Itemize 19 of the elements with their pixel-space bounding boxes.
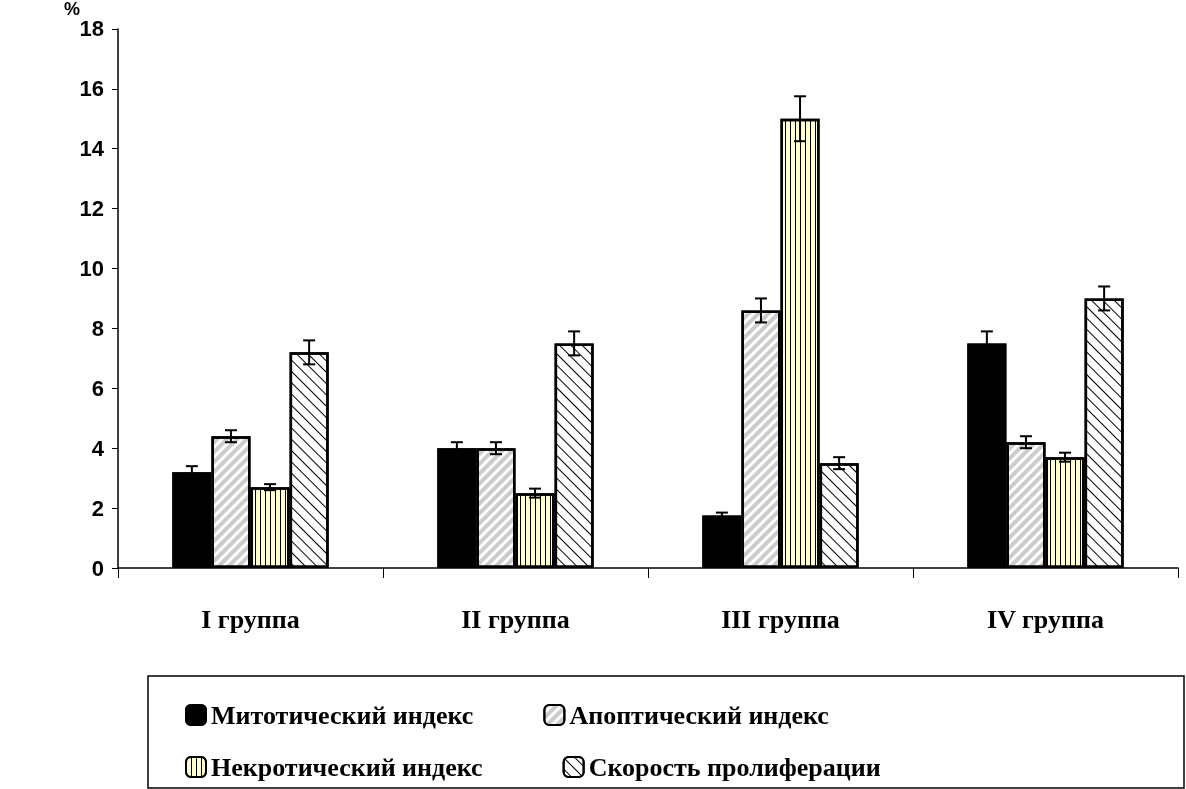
y-tick-label: 4 bbox=[91, 435, 105, 461]
y-tick-label: 2 bbox=[91, 495, 104, 521]
legend-label: Апоптический индекс bbox=[569, 700, 829, 730]
legend-label: Скорость пролиферации bbox=[588, 752, 881, 782]
y-tick-label: 18 bbox=[79, 16, 104, 42]
legend-label: Некротический индекс bbox=[211, 752, 483, 782]
y-tick-label: 0 bbox=[91, 555, 104, 581]
x-tick-label: I группа bbox=[201, 604, 300, 634]
y-tick-label: 14 bbox=[79, 136, 105, 162]
y-tick-label: 8 bbox=[91, 315, 104, 341]
legend-label: Митотический индекс bbox=[211, 700, 474, 730]
x-tick-label: IV группа bbox=[987, 604, 1104, 634]
x-tick-label: II группа bbox=[461, 604, 570, 634]
x-tick-label: III группа bbox=[721, 604, 840, 634]
y-axis-title: % bbox=[63, 0, 80, 19]
y-tick-label: 12 bbox=[79, 196, 104, 222]
y-tick-label: 10 bbox=[79, 256, 104, 281]
y-tick-label: 16 bbox=[79, 76, 104, 102]
y-tick-label: 6 bbox=[91, 375, 104, 401]
